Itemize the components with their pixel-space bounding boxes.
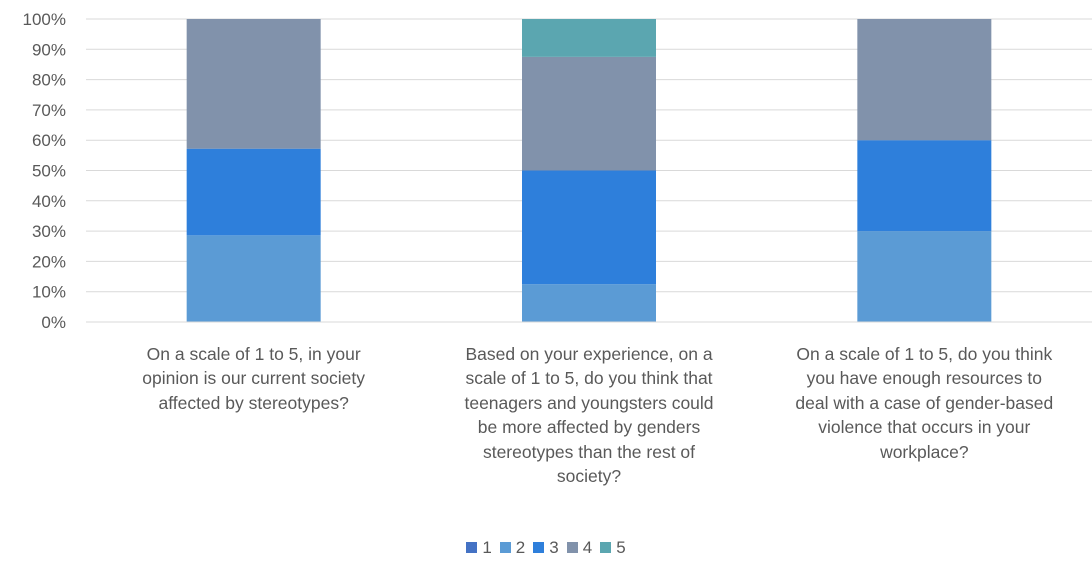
legend-label: 4 xyxy=(582,538,593,557)
legend-item: 3 xyxy=(533,538,559,558)
category-label-line: be more affected by genders xyxy=(477,417,701,438)
legend-label: 1 xyxy=(482,538,492,557)
y-tick-label: 80% xyxy=(32,71,66,90)
y-tick-label: 30% xyxy=(32,222,66,241)
y-tick-label: 60% xyxy=(32,131,66,150)
category-label-line: you have enough resources to xyxy=(806,368,1043,389)
y-tick-label: 70% xyxy=(32,101,66,120)
legend-label: 5 xyxy=(616,538,626,557)
y-tick-label: 90% xyxy=(32,40,66,59)
y-tick-label: 100% xyxy=(23,10,66,29)
category-label-line: scale of 1 to 5, do you think that xyxy=(465,368,713,389)
legend-swatch xyxy=(533,542,545,553)
bar-segment-series-2 xyxy=(857,231,992,322)
category-label: On a scale of 1 to 5, do you think you ha… xyxy=(782,342,1066,464)
legend-label: 3 xyxy=(549,538,559,557)
bar-segment-series-3 xyxy=(522,170,656,285)
category-label-line: On a scale of 1 to 5, do you think xyxy=(796,344,1053,364)
bar-segment-series-3 xyxy=(186,148,321,236)
bar-segment-series-4 xyxy=(857,19,992,141)
legend-label: 2 xyxy=(515,538,526,557)
bar-segment-series-4 xyxy=(522,56,656,171)
category-label-line: affected by stereotypes? xyxy=(158,392,349,413)
category-label-line: On a scale of 1 to 5, in your xyxy=(146,344,361,364)
category-label-line: Based on your experience, on a xyxy=(465,344,713,364)
bar-segment-series-2 xyxy=(186,235,321,322)
category-label-line: stereotypes than the rest of xyxy=(482,441,696,462)
legend-swatch xyxy=(566,542,578,553)
category-label-line: opinion is our current society xyxy=(142,368,366,389)
legend-item: 1 xyxy=(466,538,492,558)
legend: 1 2 3 4 5 xyxy=(0,538,1092,558)
legend-swatch xyxy=(466,542,478,553)
y-axis-tick-labels: 0% 10% 20% 30% 40% 50% 60% 70% 80% 90% 100% xyxy=(23,10,66,332)
bar-segment-series-3 xyxy=(857,140,992,232)
bar-segment-series-5 xyxy=(522,19,656,57)
y-tick-label: 20% xyxy=(32,252,66,271)
y-tick-label: 10% xyxy=(32,283,66,302)
category-label: Based on your experience, on a scale of 1… xyxy=(447,342,731,488)
legend-item: 4 xyxy=(566,538,593,558)
y-tick-label: 0% xyxy=(41,313,66,332)
legend-swatch xyxy=(600,542,612,553)
bars xyxy=(186,19,992,322)
category-label-line: deal with a case of gender-based xyxy=(795,392,1054,413)
y-tick-label: 40% xyxy=(32,192,66,211)
category-label-line: violence that occurs in your xyxy=(818,417,1031,438)
category-label: On a scale of 1 to 5, in your opinion is … xyxy=(112,342,396,415)
category-label-line: workplace? xyxy=(880,441,969,462)
y-tick-label: 50% xyxy=(32,162,66,181)
category-label-line: teenagers and youngsters could xyxy=(464,392,714,413)
legend-item: 5 xyxy=(600,538,626,558)
category-label-line: society? xyxy=(556,466,622,487)
legend-item: 2 xyxy=(499,538,526,558)
bar-segment-series-2 xyxy=(522,284,656,322)
legend-swatch xyxy=(499,542,511,553)
bar-segment-series-4 xyxy=(186,19,321,149)
